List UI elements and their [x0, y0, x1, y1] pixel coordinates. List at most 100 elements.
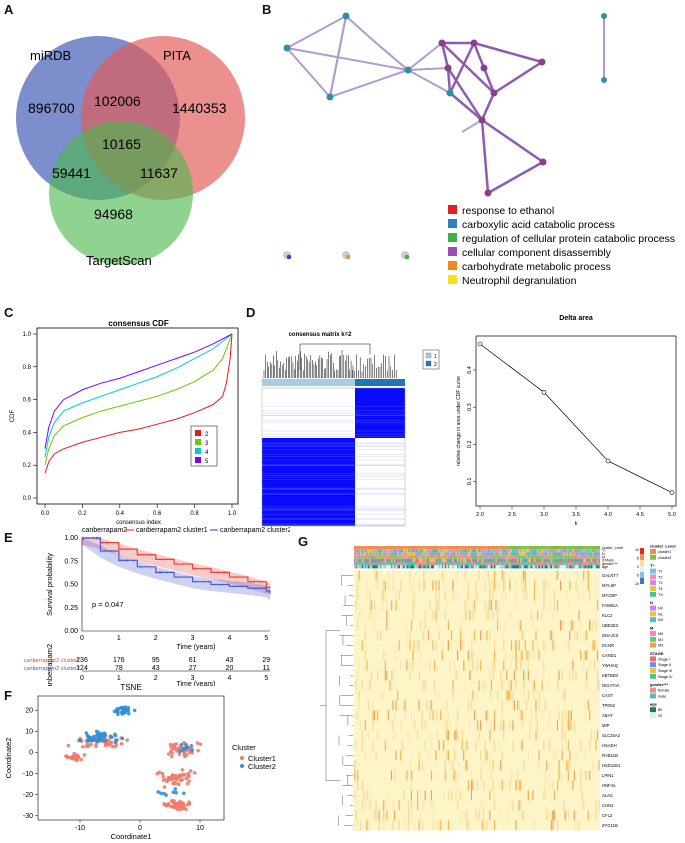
heat-cell — [583, 590, 585, 601]
heat-annotation-cell — [413, 546, 416, 550]
heat-annotation-cell — [509, 562, 511, 566]
heat-cell-high — [506, 670, 508, 681]
heat-annotation-cell — [584, 558, 587, 562]
tsne-legend-label-Cluster1: Cluster1 — [248, 754, 276, 763]
heat-annotation-cell — [381, 565, 384, 569]
heat-annotation-cell — [470, 565, 473, 569]
heat-cell — [472, 650, 474, 661]
heat-annotation-cell — [432, 552, 435, 556]
heat-annotation-cell — [427, 546, 430, 550]
cdf-series-5 — [44, 333, 233, 449]
heat-annotation-cell — [518, 546, 521, 550]
legend-swatch-3 — [448, 247, 457, 256]
heat-annotation-cell — [466, 555, 468, 559]
surv-curve-cluster2 — [82, 537, 271, 594]
heat-annotation-cell — [549, 546, 551, 550]
heat-annotation-cell — [357, 565, 359, 569]
heat-annotation-cell — [418, 565, 421, 569]
heat-cell — [392, 800, 394, 811]
heat-legend-label: N0 — [658, 607, 663, 611]
heat-annotation-cell — [589, 549, 591, 553]
heat-annotation-cell — [486, 552, 488, 556]
heat-cell-high — [366, 820, 368, 831]
heat-annotation-cell — [443, 552, 445, 556]
heat-annotation-cell — [489, 555, 491, 559]
heat-cell — [369, 610, 371, 621]
heat-annotation-cell — [393, 558, 396, 562]
heat-annotation-cell — [463, 555, 465, 559]
heat-annotation-cell — [452, 549, 455, 553]
heat-annotation-cell — [440, 546, 442, 550]
heat-cell — [595, 620, 597, 631]
heat-annotation-cell — [367, 562, 370, 566]
heat-cell — [420, 650, 422, 661]
heat-annotation-cell — [363, 558, 365, 562]
heat-cell — [447, 790, 450, 801]
heat-annotation-cell — [478, 562, 481, 566]
heat-annotation-cell — [538, 546, 541, 550]
heat-annotation-cell — [461, 562, 464, 566]
heat-cell — [592, 620, 594, 631]
heat-cell — [583, 570, 585, 581]
heat-annotation-cell — [526, 562, 528, 566]
heat-annotation-cell — [567, 552, 570, 556]
heat-cell — [501, 700, 503, 711]
heat-cell — [457, 800, 459, 811]
heat-annotation-cell — [572, 562, 574, 566]
heat-cell-high — [432, 580, 434, 591]
heat-annotation-cell — [430, 549, 433, 553]
heat-annotation-cell — [552, 565, 554, 569]
heat-annotation-cell — [498, 552, 501, 556]
heat-cell — [475, 580, 477, 601]
surv-censor: + — [158, 570, 161, 576]
heat-cell — [372, 710, 374, 721]
heat-cell — [501, 710, 503, 721]
heat-cell-high — [447, 640, 449, 651]
heat-colorbar-segment — [640, 554, 644, 560]
heat-cell — [516, 700, 519, 711]
heat-annotation-cell — [596, 549, 599, 553]
heat-annotation-cell — [432, 562, 435, 566]
heat-annotation-cell — [569, 549, 571, 553]
heat-annotation-cell — [452, 565, 455, 569]
heat-cell — [447, 710, 450, 721]
heat-annotation-cell — [441, 546, 444, 550]
heat-cell — [593, 660, 596, 671]
tsne-point-cluster1 — [169, 754, 174, 759]
heat-cell-high — [558, 670, 560, 681]
heat-annotation-cell — [500, 549, 502, 553]
heat-cell — [592, 640, 594, 651]
heat-row-dendrogram — [320, 575, 353, 826]
heat-annotation-cell — [458, 562, 461, 566]
tsne-point-cluster2 — [184, 742, 188, 747]
heat-cell — [447, 820, 450, 831]
risk-value: 43 — [152, 665, 160, 672]
heat-cell — [441, 700, 443, 711]
heat-annotation-cell — [457, 558, 459, 562]
heat-annotation-cell — [386, 552, 388, 556]
heat-cell — [527, 690, 529, 701]
heat-annotation-cell — [558, 555, 561, 559]
heat-annotation-cell — [441, 555, 444, 559]
heat-cell — [595, 810, 597, 821]
heat-annotation-cell — [407, 546, 410, 550]
heat-annotation-cell — [529, 555, 531, 559]
heat-annotation-cell — [447, 562, 450, 566]
heat-annotation-cell — [553, 555, 556, 559]
heat-cell — [518, 780, 520, 791]
heat-annotation-cell — [452, 552, 455, 556]
heat-annotation-cell — [500, 546, 502, 550]
heat-annotation-cell — [483, 565, 485, 569]
delta-ytick-label: 0.1 — [467, 478, 473, 486]
heat-cell — [457, 570, 459, 581]
heat-annotation-cell — [447, 549, 450, 553]
heat-cell — [501, 780, 503, 791]
heat-cell — [503, 640, 505, 651]
heat-cell — [421, 760, 423, 771]
cdf-series-3 — [44, 333, 233, 466]
heat-annotation-cell — [378, 562, 381, 566]
heat-annotation-cell — [598, 562, 601, 566]
heat-annotation-cell — [410, 549, 413, 553]
heat-legend-label: MX — [658, 644, 664, 648]
heat-cell-high — [427, 630, 429, 641]
